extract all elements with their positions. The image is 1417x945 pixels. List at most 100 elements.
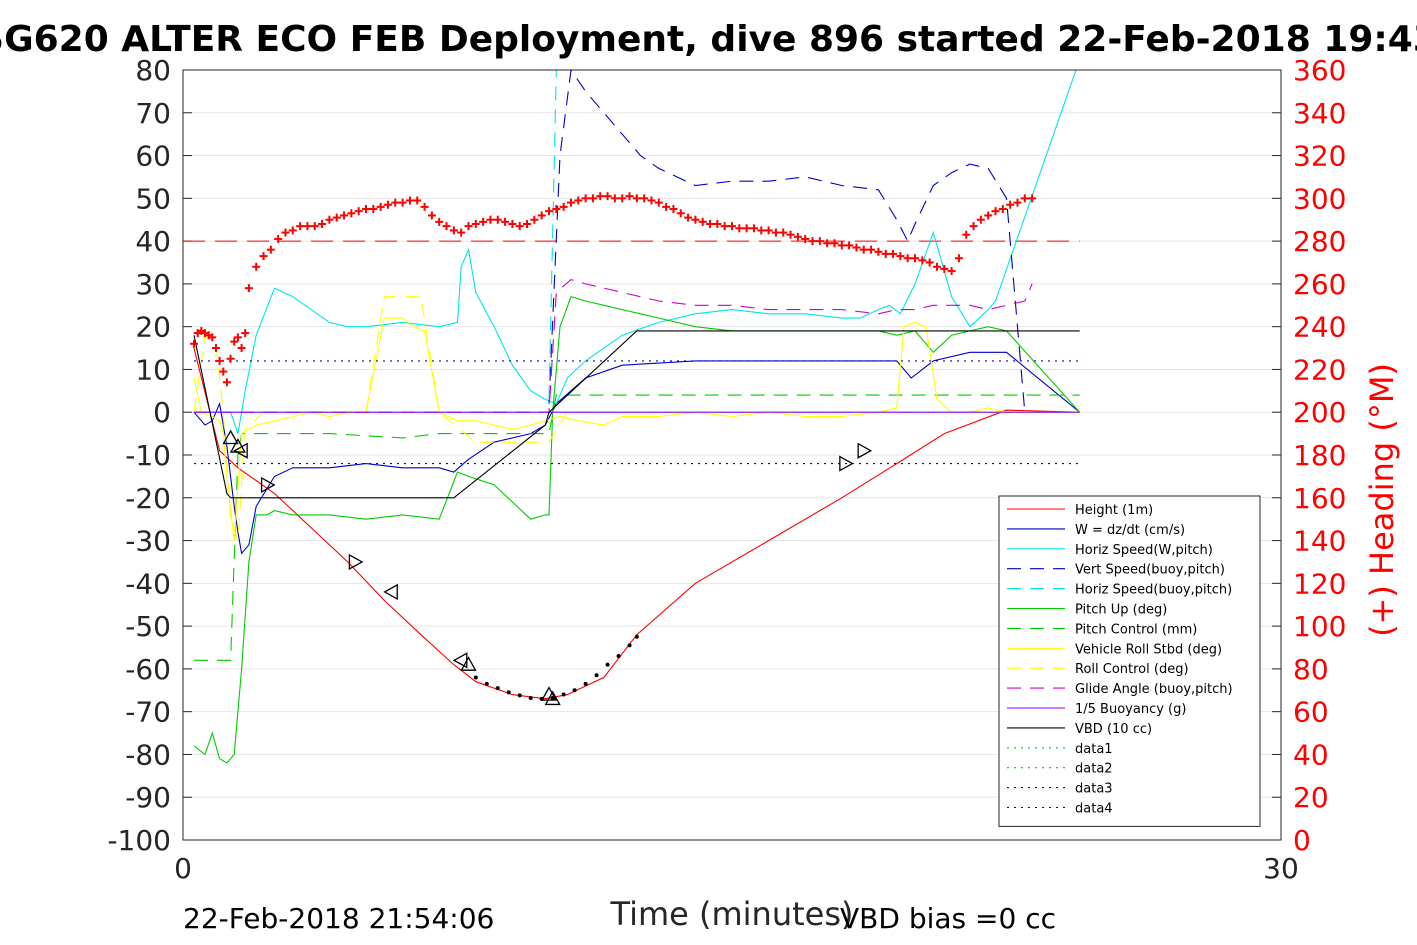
heading-point [867,245,876,254]
heading-point [1006,200,1015,209]
heading-point [362,205,370,214]
legend-entry: Glide Angle (buoy,pitch) [1075,682,1233,697]
heading-point [771,228,780,237]
sample-dot [583,681,588,686]
heading-point [552,205,561,214]
heading-point [215,356,224,365]
legend-entry: W = dz/dt (cm/s) [1075,523,1185,538]
heading-point [508,220,517,228]
heading-point [233,333,242,342]
heading-point [698,217,707,226]
heading-point [537,211,546,220]
heading-point [962,230,971,239]
heading-point [874,247,883,256]
heading-point [281,228,290,237]
series-line-8 [193,296,1080,541]
legend-entry: Pitch Up (deg) [1075,603,1167,618]
heading-point [654,198,663,207]
heading-point [310,222,319,231]
footer-timestamp: 22-Feb-2018 21:54:06 [183,902,494,935]
heading-point [241,329,250,338]
heading-point [515,222,524,231]
heading-point [881,249,890,258]
heading-point [896,252,905,261]
event-triangle-up [544,690,561,706]
heading-point [947,267,956,276]
sample-dot [627,643,632,648]
heading-point [647,196,656,205]
heading-point [852,243,861,252]
heading-point [230,337,239,346]
legend: Height (1m) W = dz/dt (cm/s) Horiz Speed(W… [998,495,1261,827]
legend-entry: data1 [1075,742,1113,757]
heading-point [347,209,356,218]
heading-point [479,217,488,226]
heading-point [442,222,451,231]
heading-point [420,202,429,211]
heading-point [501,217,510,226]
sample-dot [616,654,621,659]
heading-point [226,354,235,363]
heading-point [237,344,246,353]
heading-point [435,217,444,226]
heading-point [325,215,334,224]
event-triangle-right [348,553,364,571]
event-triangle-up [222,429,239,445]
y-tick-label: 20 [135,311,171,344]
heading-point [954,254,963,263]
heading-point [918,256,927,265]
heading-point [574,196,583,205]
legend-entry: Vehicle Roll Stbd (deg) [1075,642,1222,657]
y-tick-label: 40 [135,225,171,258]
heading-point [288,226,297,235]
sample-dot [506,690,511,695]
y-tick-label: -70 [125,696,171,729]
heading-point [222,378,231,387]
footer-vbd-bias: VBD bias =0 cc [840,902,1056,935]
series-line-9 [194,278,1033,413]
legend-entry: Horiz Speed(W,pitch) [1075,543,1213,558]
sample-dot [605,662,610,667]
legend-entry: data2 [1075,762,1113,777]
heading-point [925,258,934,267]
y-tick-label: -90 [125,781,171,814]
y-axis-left-ticks: 80 70 60 50 40 30 20 10 0 -10 -20 -30 -40 -50 -60 -70 -8… [107,54,192,857]
heading-point [625,192,634,201]
y-axis-right-ticks: 3603403203002802602402202001801601401201… [1272,54,1346,857]
heading-point [588,194,597,203]
heading-point [523,220,532,228]
heading-point [662,202,671,211]
legend-entry: Pitch Control (mm) [1075,622,1197,637]
heading-point [728,222,736,231]
event-triangle-right [857,442,873,459]
y-tick-label: -50 [125,610,171,643]
y-tick-label: -40 [125,567,171,600]
y-tick-label: 10 [135,353,171,386]
heading-point [786,230,795,239]
heading-point [252,262,261,271]
heading-point [610,194,619,203]
heading-point [545,207,553,216]
heading-point [530,215,539,224]
heading-point [684,213,693,222]
series-line-6 [194,394,1080,661]
heading-point [266,245,275,254]
heading-point [471,220,480,228]
legend-entry: Height (1m) [1075,503,1153,518]
y-axis-right-label: (+) Heading (°M) [1363,363,1401,637]
series-line-2 [194,70,1077,434]
heading-point [376,202,385,211]
sample-dot [594,673,599,678]
sample-dot [484,681,489,686]
series-line-4 [548,70,1076,400]
heading-point [340,211,349,220]
heading-point [464,222,473,231]
y-right-tick-label: 200 [1293,396,1346,429]
heading-point [486,215,495,224]
y-right-tick-label: 0 [1293,824,1311,857]
series-line-3 [548,70,1026,413]
heading-point [391,198,400,207]
y-tick-label: 30 [135,268,171,301]
heading-point [208,333,217,342]
